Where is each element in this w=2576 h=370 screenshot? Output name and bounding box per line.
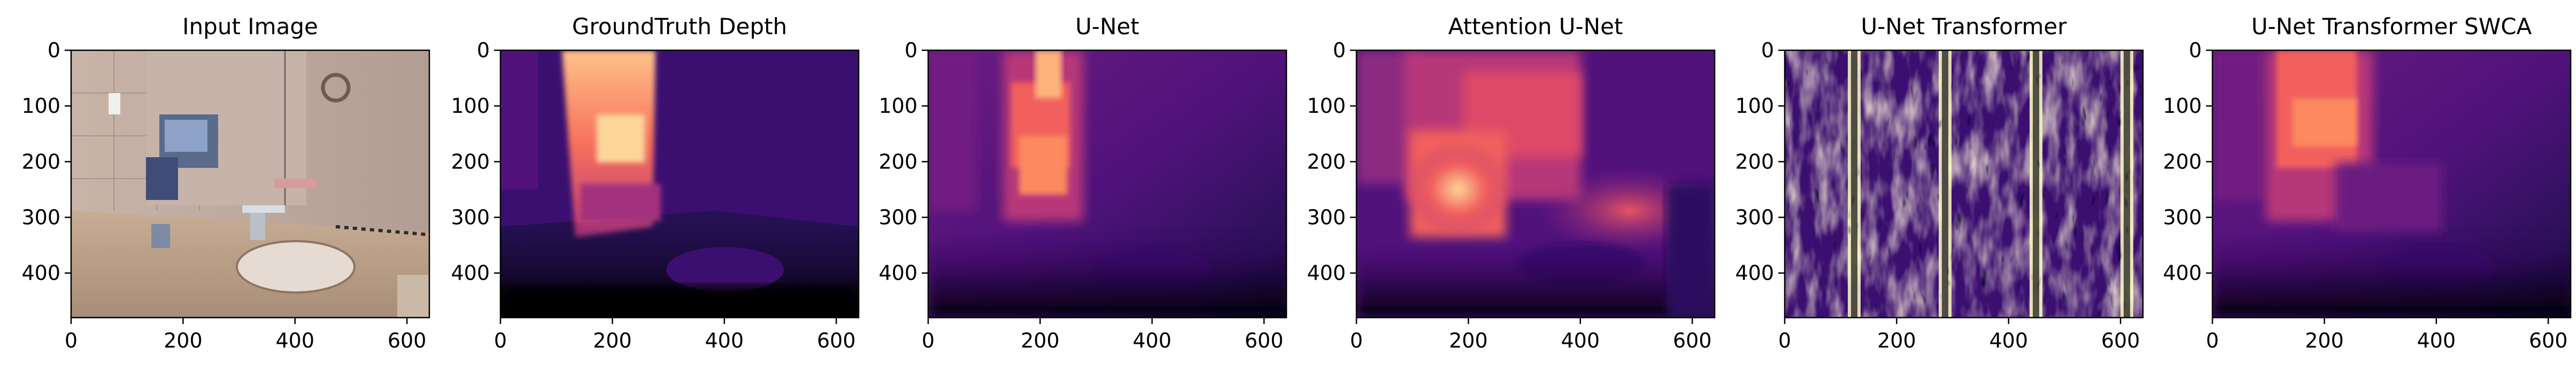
panel-noise: U-Net Transformer 0 200 400 600 0 100 200 300 400 [1735, 13, 2144, 352]
x-tick-label: 600 [1245, 329, 1284, 352]
x-tick-label: 0 [922, 329, 935, 352]
axes-frame [70, 49, 430, 319]
x-tick-label: 600 [388, 329, 427, 352]
y-tick-label: 100 [1735, 94, 1774, 118]
x-tick-label: 400 [2417, 329, 2456, 352]
panel-title: Attention U-Net [1448, 13, 1623, 40]
y-tick-label: 0 [1333, 38, 1346, 62]
panel-image [1785, 50, 2143, 318]
y-tick-label: 0 [48, 38, 60, 62]
x-tick-label: 0 [2206, 329, 2219, 352]
axes-frame [927, 49, 1287, 319]
y-tick-label: 200 [451, 150, 490, 173]
x-tick-label: 200 [2305, 329, 2344, 352]
y-tick-label: 400 [1307, 261, 1346, 285]
x-tick-label: 600 [2101, 329, 2140, 352]
y-tick-label: 300 [1735, 206, 1774, 229]
panel-gt: GroundTruth Depth 0 200 400 600 0 100 200 300 400 [451, 13, 860, 352]
panel-title: GroundTruth Depth [572, 13, 787, 40]
panel-image [71, 50, 429, 318]
panel-title: Input Image [182, 13, 318, 40]
x-tick-label: 400 [705, 329, 744, 352]
y-tick-label: 400 [1735, 261, 1774, 285]
y-tick-label: 0 [905, 38, 917, 62]
x-tick-label: 0 [65, 329, 78, 352]
x-tick-label: 0 [1778, 329, 1791, 352]
panel-title: U-Net Transformer SWCA [2251, 13, 2532, 40]
y-tick-label: 300 [878, 206, 917, 229]
y-tick-label: 300 [1307, 206, 1346, 229]
y-tick-label: 200 [1307, 150, 1346, 173]
x-tick-label: 600 [817, 329, 856, 352]
x-tick-label: 200 [1877, 329, 1916, 352]
panel-title: U-Net Transformer [1861, 13, 2068, 40]
y-tick-label: 200 [2163, 150, 2202, 173]
y-tick-label: 100 [21, 94, 60, 118]
y-tick-label: 200 [878, 150, 917, 173]
y-tick-label: 400 [2163, 261, 2202, 285]
y-tick-label: 100 [451, 94, 490, 118]
x-tick-label: 0 [1350, 329, 1363, 352]
panel-image [500, 50, 859, 318]
x-tick-label: 400 [275, 329, 314, 352]
x-tick-label: 400 [1561, 329, 1600, 352]
y-tick-label: 200 [21, 150, 60, 173]
panel-attn: Attention U-Net 0 200 400 600 0 100 200 300 400 [1307, 13, 1716, 352]
panel-rgb: Input Image 0 200 400 600 0 100 200 300 400 [21, 13, 430, 352]
axes-frame [2211, 49, 2572, 319]
y-tick-label: 400 [878, 261, 917, 285]
y-tick-label: 200 [1735, 150, 1774, 173]
x-tick-label: 200 [164, 329, 203, 352]
x-tick-label: 200 [593, 329, 632, 352]
y-tick-label: 0 [1761, 38, 1774, 62]
x-tick-label: 0 [494, 329, 507, 352]
panel-image [928, 50, 1286, 318]
y-tick-label: 0 [2189, 38, 2202, 62]
x-tick-label: 200 [1449, 329, 1488, 352]
y-tick-label: 0 [477, 38, 490, 62]
x-tick-label: 600 [2529, 329, 2568, 352]
panel-image [1356, 50, 1715, 318]
y-tick-label: 100 [2163, 94, 2202, 118]
axes-frame [1784, 49, 2144, 319]
panel-swca: U-Net Transformer SWCA 0 200 400 600 0 100 200 3… [2163, 13, 2572, 352]
y-tick-label: 400 [21, 261, 60, 285]
x-tick-label: 400 [1132, 329, 1171, 352]
y-tick-label: 300 [2163, 206, 2202, 229]
y-tick-label: 300 [451, 206, 490, 229]
axes-frame [1355, 49, 1716, 319]
x-tick-label: 200 [1021, 329, 1060, 352]
panel-unet: U-Net 0 200 400 600 0 100 200 300 400 [878, 13, 1287, 352]
y-tick-label: 100 [1307, 94, 1346, 118]
panel-title: U-Net [1075, 13, 1139, 40]
axes-frame [499, 49, 860, 319]
y-tick-label: 400 [451, 261, 490, 285]
x-tick-label: 400 [1989, 329, 2028, 352]
y-tick-label: 300 [21, 206, 60, 229]
y-tick-label: 100 [878, 94, 917, 118]
x-tick-label: 600 [1673, 329, 1712, 352]
panel-image [2212, 50, 2571, 318]
